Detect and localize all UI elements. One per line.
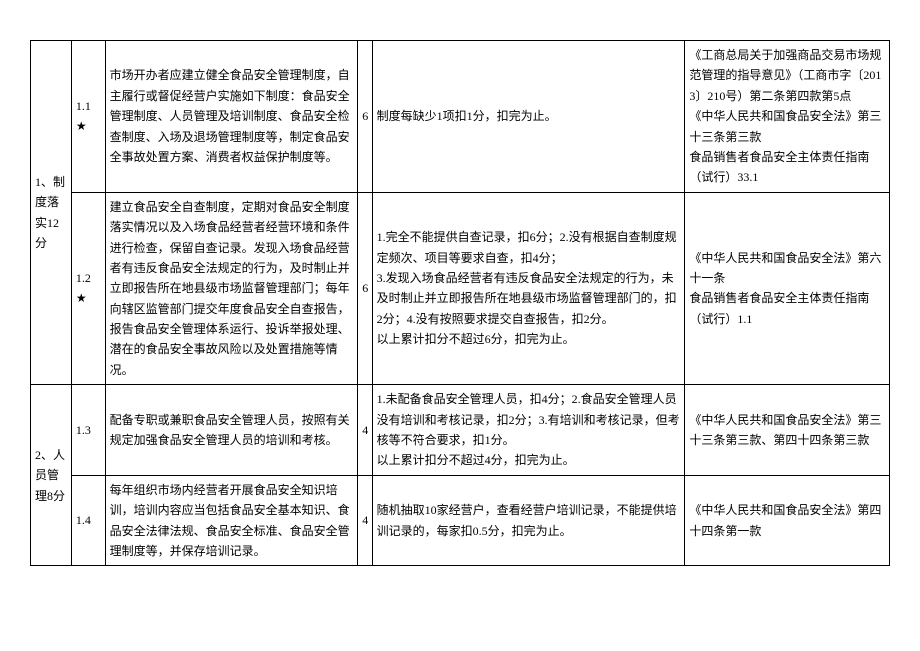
description-cell: 配备专职或兼职食品安全管理人员，按照有关规定加强食品安全管理人员的培训和考核。 <box>105 385 358 476</box>
rule-cell: 1.未配备食品安全管理人员，扣4分；2.食品安全管理人员没有培训和考核记录，扣2… <box>372 385 685 476</box>
index-cell: 1.1★ <box>71 41 105 193</box>
description-cell: 每年组织市场内经营者开展食品安全知识培训，培训内容应当包括食品安全基本知识、食品… <box>105 475 358 566</box>
rule-cell: 1.完全不能提供自查记录，扣6分；2.没有根据自查制度规定频次、项目等要求自查，… <box>372 192 685 385</box>
score-cell: 4 <box>358 385 372 476</box>
rule-cell: 制度每缺少1项扣1分，扣完为止。 <box>372 41 685 193</box>
page: 1、制度落实12分1.1★市场开办者应建立健全食品安全管理制度，自主履行或督促经… <box>0 0 920 596</box>
index-cell: 1.2★ <box>71 192 105 385</box>
basis-cell: 《工商总局关于加强商品交易市场规范管理的指导意见》（工商市字〔2013〕210号… <box>685 41 890 193</box>
table-row: 1.2★建立食品安全自查制度，定期对食品安全制度落实情况以及入场食品经营者经营环… <box>31 192 890 385</box>
category-cell: 1、制度落实12分 <box>31 41 72 385</box>
table-row: 2、人员管理8分1.3配备专职或兼职食品安全管理人员，按照有关规定加强食品安全管… <box>31 385 890 476</box>
basis-cell: 《中华人民共和国食品安全法》第三十三条第三款、第四十四条第三款 <box>685 385 890 476</box>
score-cell: 4 <box>358 475 372 566</box>
index-cell: 1.3 <box>71 385 105 476</box>
score-cell: 6 <box>358 192 372 385</box>
basis-cell: 《中华人民共和国食品安全法》第四十四条第一款 <box>685 475 890 566</box>
rule-cell: 随机抽取10家经营户，查看经营户培训记录，不能提供培训记录的，每家扣0.5分，扣… <box>372 475 685 566</box>
assessment-table: 1、制度落实12分1.1★市场开办者应建立健全食品安全管理制度，自主履行或督促经… <box>30 40 890 566</box>
index-cell: 1.4 <box>71 475 105 566</box>
table-row: 1、制度落实12分1.1★市场开办者应建立健全食品安全管理制度，自主履行或督促经… <box>31 41 890 193</box>
category-cell: 2、人员管理8分 <box>31 385 72 566</box>
description-cell: 建立食品安全自查制度，定期对食品安全制度落实情况以及入场食品经营者经营环境和条件… <box>105 192 358 385</box>
description-cell: 市场开办者应建立健全食品安全管理制度，自主履行或督促经营户实施如下制度：食品安全… <box>105 41 358 193</box>
score-cell: 6 <box>358 41 372 193</box>
basis-cell: 《中华人民共和国食品安全法》第六十一条食品销售者食品安全主体责任指南（试行）1.… <box>685 192 890 385</box>
table-row: 1.4每年组织市场内经营者开展食品安全知识培训，培训内容应当包括食品安全基本知识… <box>31 475 890 566</box>
